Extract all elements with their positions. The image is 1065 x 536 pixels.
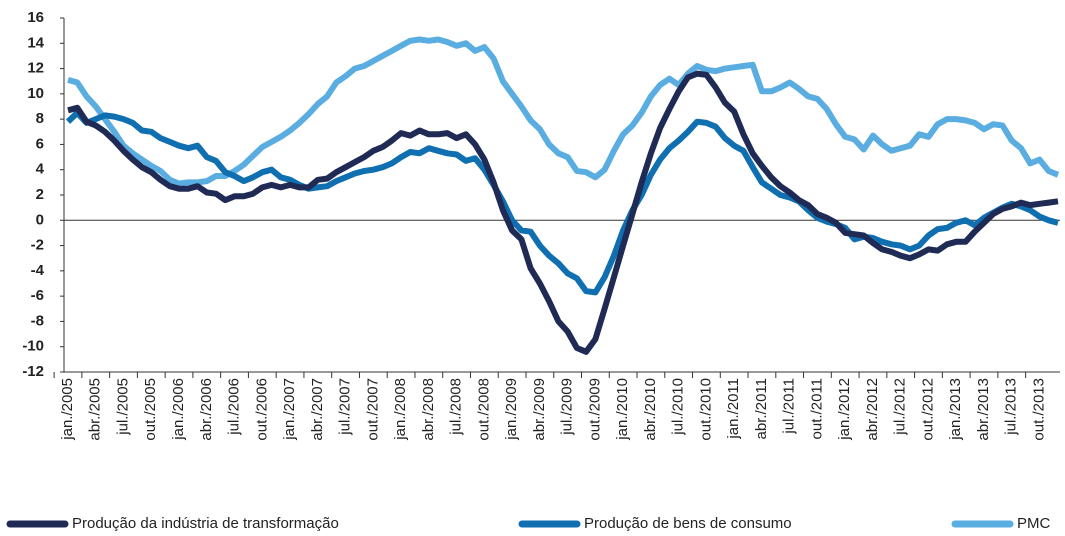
legend-label: PMC: [1017, 515, 1051, 532]
y-tick-label: 10: [27, 85, 44, 102]
y-tick-label: 2: [36, 186, 44, 203]
x-tick-label: out./2013: [1030, 378, 1047, 441]
series-line: [67, 70, 1059, 355]
x-tick-label: jan./2010: [614, 378, 631, 441]
x-tick-label: jan./2008: [392, 378, 409, 441]
x-tick-label: jul./2011: [781, 378, 798, 435]
y-tick-label: 8: [36, 110, 44, 127]
x-tick-label: jan./2013: [947, 378, 964, 441]
x-tick-label: jul./2005: [114, 378, 131, 436]
legend-label: Produção da indústria de transformação: [72, 515, 339, 532]
x-tick-label: jul./2009: [559, 378, 576, 436]
y-tick-label: -2: [31, 237, 44, 254]
x-tick-label: jul./2012: [892, 378, 909, 436]
y-tick-label: -10: [22, 338, 44, 355]
y-tick-label: 4: [36, 161, 45, 178]
y-tick-label: -6: [31, 287, 44, 304]
y-tick-label: 16: [27, 9, 44, 26]
x-tick-label: out./2006: [253, 378, 270, 441]
x-tick-label: jan./2011: [725, 378, 742, 440]
x-tick-label: out./2007: [364, 378, 381, 441]
x-tick-label: abr./2013: [975, 378, 992, 441]
x-tick-label: jan./2007: [281, 378, 298, 441]
y-tick-label: 14: [27, 34, 44, 51]
y-tick-label: -4: [31, 262, 45, 279]
x-tick-label: abr./2012: [864, 378, 881, 441]
x-tick-label: out./2010: [697, 378, 714, 441]
y-tick-label: 12: [27, 60, 44, 77]
y-tick-label: -8: [31, 312, 44, 329]
x-tick-label: abr./2010: [642, 378, 659, 441]
y-tick-label: -12: [22, 363, 44, 380]
series-line: [65, 109, 1059, 296]
x-tick-label: out./2008: [475, 378, 492, 441]
x-tick-label: out./2012: [919, 378, 936, 441]
y-tick-label: 0: [36, 211, 44, 228]
x-tick-label: out./2009: [586, 378, 603, 441]
x-tick-label: out./2005: [142, 378, 159, 441]
x-tick-label: jul./2013: [1003, 378, 1020, 436]
x-tick-label: jul./2008: [448, 378, 465, 436]
x-tick-label: jan./2012: [836, 378, 853, 441]
x-tick-label: abr./2005: [87, 378, 104, 441]
x-tick-label: abr./2006: [198, 378, 215, 441]
legend-label: Produção de bens de consumo: [584, 515, 792, 532]
x-tick-label: jan./2009: [503, 378, 520, 441]
x-tick-label: abr./2007: [309, 378, 326, 441]
x-tick-label: jul./2007: [337, 378, 354, 436]
x-tick-label: abr./2011: [753, 378, 770, 439]
x-tick-label: jan./2005: [59, 378, 76, 441]
x-tick-label: out./2011: [808, 378, 825, 439]
x-tick-label: abr./2009: [531, 378, 548, 441]
x-tick-label: abr./2008: [420, 378, 437, 441]
series-line: [67, 36, 1060, 187]
x-tick-label: jan./2006: [170, 378, 187, 441]
y-tick-label: 6: [36, 135, 44, 152]
x-tick-label: jul./2010: [670, 378, 687, 436]
x-tick-label: jul./2006: [226, 378, 243, 436]
